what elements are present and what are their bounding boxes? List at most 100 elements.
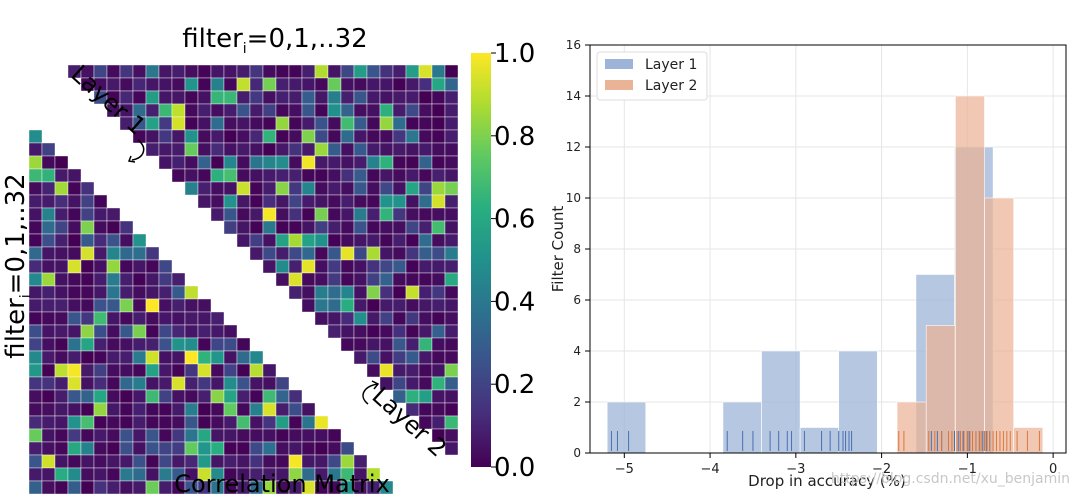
- heatmap-cell: [236, 220, 251, 235]
- heatmap-cell: [80, 311, 95, 326]
- heatmap-cell: [171, 129, 186, 144]
- heatmap-cell: [80, 181, 95, 196]
- heatmap-cell: [366, 259, 381, 274]
- heatmap-cell: [41, 337, 56, 352]
- histogram-rug: [610, 431, 1040, 451]
- heatmap-cell: [327, 194, 342, 209]
- heatmap-cell: [405, 298, 420, 313]
- heatmap-cell: [67, 324, 82, 339]
- heatmap-cell: [275, 389, 290, 404]
- heatmap-cell: [418, 324, 433, 339]
- heatmap-cell: [158, 467, 173, 482]
- heatmap-cell: [392, 376, 407, 391]
- heatmap-cell: [275, 77, 290, 92]
- heatmap-cell: [119, 233, 134, 248]
- heatmap-cell: [379, 90, 394, 105]
- heatmap-cell: [444, 181, 459, 196]
- heatmap-cell: [41, 246, 56, 261]
- heatmap-cell: [145, 402, 160, 417]
- heatmap-cell: [106, 207, 121, 222]
- heatmap-cell: [288, 155, 303, 170]
- heatmap-cell: [431, 155, 446, 170]
- heatmap-cell: [340, 441, 355, 456]
- heatmap-cell: [80, 441, 95, 456]
- heatmap-cell: [145, 259, 160, 274]
- heatmap-cell: [340, 64, 355, 79]
- heatmap-cell: [197, 64, 212, 79]
- heatmap-cell: [379, 103, 394, 118]
- heatmap-cell: [41, 441, 56, 456]
- heatmap-cell: [418, 350, 433, 365]
- heatmap-cell: [106, 363, 121, 378]
- heatmap-cell: [54, 350, 69, 365]
- layer2-arrowhead-icon: [371, 380, 380, 390]
- heatmap-cell: [210, 129, 225, 144]
- heatmap-cell: [106, 467, 121, 482]
- heatmap-cell: [145, 272, 160, 287]
- heatmap-cell: [93, 350, 108, 365]
- heatmap-cell: [106, 64, 121, 79]
- heatmap-cell: [41, 155, 56, 170]
- heatmap-cell: [223, 402, 238, 417]
- heatmap-cell: [366, 155, 381, 170]
- heatmap-cell: [132, 415, 147, 430]
- histogram-xlabel: Drop in accuracy (%): [748, 472, 906, 490]
- heatmap-cell: [366, 311, 381, 326]
- heatmap-cell: [314, 285, 329, 300]
- heatmap-cell: [353, 116, 368, 131]
- heatmap-cell: [106, 337, 121, 352]
- heatmap-cell: [119, 480, 134, 495]
- heatmap-cell: [145, 454, 160, 469]
- heatmap-cell: [54, 480, 69, 495]
- heatmap-title: filteri=0,1,..32: [182, 24, 367, 57]
- heatmap-cell: [353, 207, 368, 222]
- heatmap-cell: [431, 272, 446, 287]
- heatmap-cell: [392, 324, 407, 339]
- heatmap-cell: [327, 116, 342, 131]
- heatmap-cell: [197, 90, 212, 105]
- heatmap-cell: [210, 454, 225, 469]
- heatmap-cell: [80, 376, 95, 391]
- heatmap-cell: [119, 363, 134, 378]
- heatmap-cell: [158, 350, 173, 365]
- x-tick-label: −3: [786, 462, 805, 477]
- heatmap-cell: [275, 129, 290, 144]
- y-tick-label: 6: [573, 293, 581, 307]
- heatmap-cell: [327, 324, 342, 339]
- heatmap-cell: [353, 129, 368, 144]
- heatmap-cell: [93, 467, 108, 482]
- heatmap-cell: [210, 324, 225, 339]
- heatmap-cell: [340, 181, 355, 196]
- heatmap-cell: [366, 64, 381, 79]
- heatmap-cell: [80, 298, 95, 313]
- heatmap-cell: [327, 207, 342, 222]
- heatmap-cell: [210, 90, 225, 105]
- colorbar-tick-label: 0.4: [494, 287, 535, 317]
- heatmap-cell: [262, 415, 277, 430]
- heatmap-cell: [67, 194, 82, 209]
- heatmap-cell: [366, 220, 381, 235]
- heatmap-cell: [249, 155, 264, 170]
- heatmap-xlabel: Correlation Matrix: [174, 470, 390, 497]
- heatmap-cell: [327, 142, 342, 157]
- heatmap-cell: [314, 90, 329, 105]
- heatmap-cell: [41, 207, 56, 222]
- heatmap-cell: [93, 220, 108, 235]
- heatmap-cell: [210, 194, 225, 209]
- heatmap-cell: [327, 285, 342, 300]
- heatmap-cell: [223, 168, 238, 183]
- heatmap-cell: [431, 90, 446, 105]
- heatmap-cell: [106, 298, 121, 313]
- heatmap-cell: [171, 103, 186, 118]
- heatmap-cell: [145, 77, 160, 92]
- heatmap-cell: [327, 64, 342, 79]
- heatmap-cell: [236, 103, 251, 118]
- heatmap-cell: [392, 363, 407, 378]
- heatmap-cell: [67, 220, 82, 235]
- heatmap-cell: [223, 415, 238, 430]
- heatmap-cell: [158, 259, 173, 274]
- heatmap-cell: [41, 428, 56, 443]
- heatmap-cell: [392, 194, 407, 209]
- heatmap-cell: [418, 77, 433, 92]
